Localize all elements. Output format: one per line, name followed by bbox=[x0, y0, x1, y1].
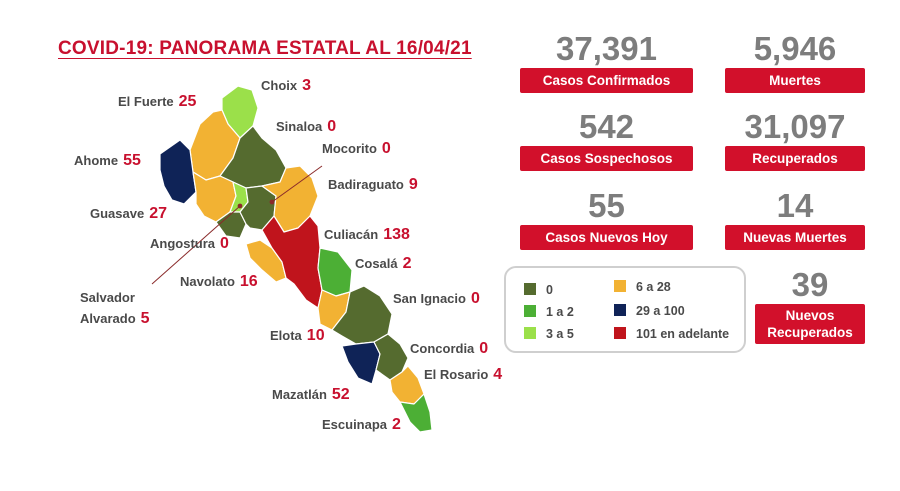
stat-value: 31,097 bbox=[744, 108, 846, 145]
stat-nuevos-recuperados: 39 Nuevos Recuperados bbox=[755, 268, 865, 344]
label-el-fuerte: El Fuerte 25 bbox=[118, 93, 197, 110]
label-cosala: Cosalá 2 bbox=[355, 255, 412, 272]
label-ahome: Ahome 55 bbox=[74, 152, 141, 169]
stat-value: 55 bbox=[588, 187, 625, 224]
stat-nuevas-muertes: 14 Nuevas Muertes bbox=[725, 189, 865, 250]
stat-value: 542 bbox=[578, 108, 635, 145]
region-escuinapa bbox=[399, 393, 433, 433]
label-mazatlan: Mazatlán 52 bbox=[272, 386, 350, 403]
legend-item-29-100: 29 a 100 bbox=[614, 304, 685, 318]
stat-recuperados: 31,097 Recuperados bbox=[725, 110, 865, 171]
legend-swatch bbox=[614, 304, 626, 316]
label-salvador-alvarado: Salvador Alvarado 5 bbox=[80, 290, 150, 327]
region-mazatlan bbox=[341, 341, 381, 385]
legend-item-3-5: 3 a 5 bbox=[524, 327, 574, 341]
stat-muertes: 5,946 Muertes bbox=[725, 32, 865, 93]
stat-label: Casos Nuevos Hoy bbox=[520, 225, 693, 250]
stat-label: Nuevas Muertes bbox=[725, 225, 865, 250]
stat-value: 14 bbox=[776, 187, 814, 224]
stat-label: Casos Confirmados bbox=[520, 68, 693, 93]
label-el-rosario: El Rosario 4 bbox=[424, 366, 503, 383]
region-badiraguato bbox=[261, 165, 319, 233]
page-title: COVID-19: PANORAMA ESTATAL AL 16/04/21 bbox=[58, 38, 472, 59]
label-navolato: Navolato 16 bbox=[180, 273, 258, 290]
label-sinaloa: Sinaloa 0 bbox=[276, 118, 337, 135]
legend-swatch bbox=[524, 283, 536, 295]
label-elota: Elota 10 bbox=[270, 327, 325, 344]
legend-item-6-28: 6 a 28 bbox=[614, 280, 671, 294]
legend-swatch bbox=[614, 327, 626, 339]
stat-label: Casos Sospechosos bbox=[520, 146, 693, 171]
label-escuinapa: Escuinapa 2 bbox=[322, 416, 401, 433]
stat-value: 39 bbox=[791, 266, 829, 303]
stat-value: 37,391 bbox=[556, 30, 657, 67]
stat-value: 5,946 bbox=[753, 30, 837, 67]
stat-label: Nuevos Recuperados bbox=[755, 304, 865, 344]
legend-item-101-plus: 101 en adelante bbox=[614, 327, 729, 341]
label-culiacan: Culiacán 138 bbox=[324, 226, 410, 243]
legend-swatch bbox=[524, 327, 536, 339]
legend-swatch bbox=[614, 280, 626, 292]
stat-sospechosos: 542 Casos Sospechosos bbox=[520, 110, 693, 171]
label-badiraguato: Badiraguato 9 bbox=[328, 176, 418, 193]
legend-swatch bbox=[524, 305, 536, 317]
legend: 0 1 a 2 3 a 5 6 a 28 29 a 100 101 en ade… bbox=[504, 266, 746, 353]
stat-label: Recuperados bbox=[725, 146, 865, 171]
label-mocorito: Mocorito 0 bbox=[322, 140, 391, 157]
label-san-ignacio: San Ignacio 0 bbox=[393, 290, 480, 307]
region-ahome bbox=[159, 139, 197, 205]
label-choix: Choix 3 bbox=[261, 77, 312, 94]
label-concordia: Concordia 0 bbox=[410, 340, 489, 357]
label-angostura: Angostura 0 bbox=[150, 235, 229, 252]
region-cosala bbox=[317, 247, 353, 297]
legend-item-1-2: 1 a 2 bbox=[524, 305, 574, 319]
stat-label: Muertes bbox=[725, 68, 865, 93]
stat-confirmados: 37,391 Casos Confirmados bbox=[520, 32, 693, 93]
legend-item-zero: 0 bbox=[524, 283, 553, 297]
stat-nuevos-hoy: 55 Casos Nuevos Hoy bbox=[520, 189, 693, 250]
label-guasave: Guasave 27 bbox=[90, 205, 167, 222]
